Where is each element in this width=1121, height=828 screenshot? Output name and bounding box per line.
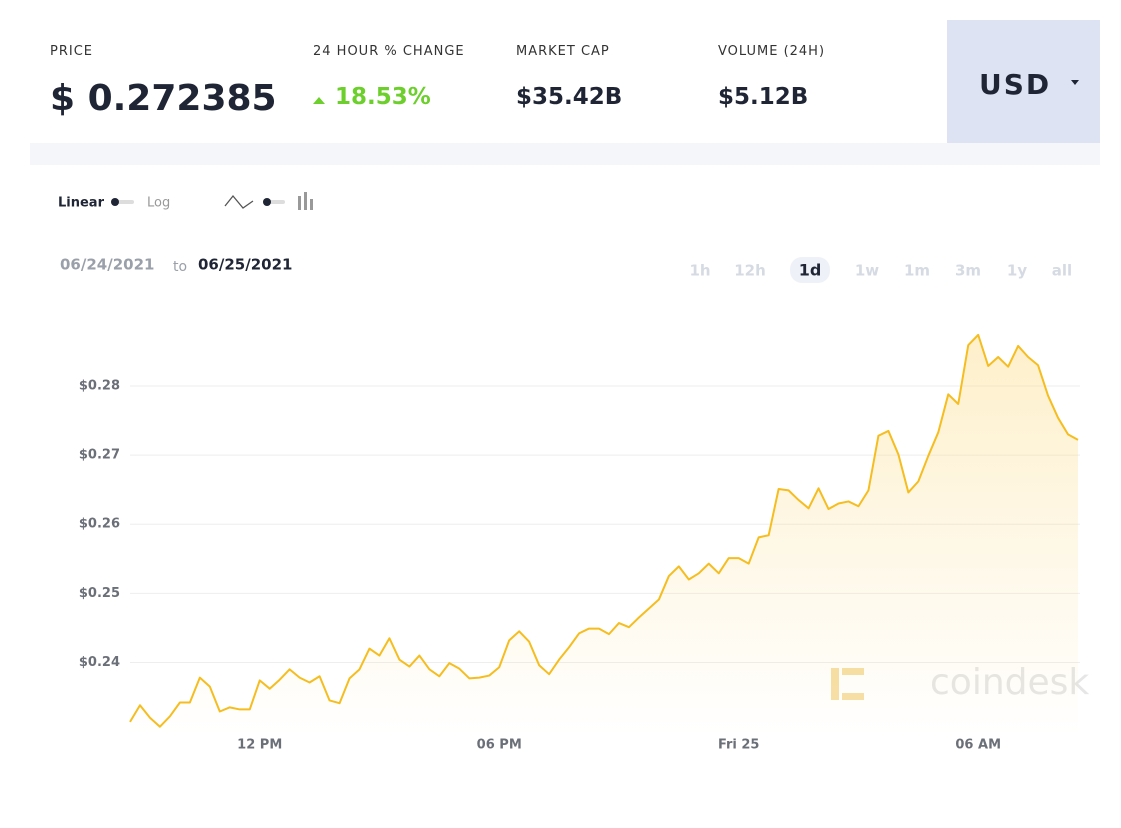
range-active-bg bbox=[790, 257, 830, 283]
y-tick-label: $0.24 bbox=[79, 655, 120, 670]
change: 18.53% bbox=[335, 84, 431, 110]
x-tick-label: 12 PM bbox=[237, 738, 282, 753]
y-tick-label: $0.26 bbox=[79, 517, 120, 532]
range-button[interactable]: 3m bbox=[955, 262, 981, 280]
market-cap-label: MARKET CAP bbox=[516, 44, 610, 59]
date-to[interactable]: 06/25/2021 bbox=[198, 256, 292, 274]
range-button[interactable]: 1d bbox=[799, 261, 822, 280]
volume-label: VOLUME (24H) bbox=[718, 44, 826, 59]
range-button[interactable]: all bbox=[1052, 262, 1072, 280]
range-button[interactable]: 1h bbox=[689, 262, 710, 280]
area bbox=[130, 334, 1078, 735]
range-button[interactable]: 1w bbox=[855, 262, 879, 280]
x-tick-label: Fri 25 bbox=[718, 738, 760, 753]
caret bbox=[1071, 80, 1079, 85]
toggle-knob bbox=[111, 198, 119, 206]
range-button[interactable]: 12h bbox=[734, 262, 766, 280]
up-arrow bbox=[313, 97, 325, 104]
y-tick-label: $0.27 bbox=[79, 448, 120, 463]
x-tick-label: 06 AM bbox=[955, 738, 1001, 753]
scale-log[interactable]: Log bbox=[147, 196, 170, 211]
date-sep: to bbox=[173, 259, 187, 275]
currency[interactable]: USD bbox=[979, 68, 1052, 101]
x-tick-label: 06 PM bbox=[477, 738, 522, 753]
widget: PRICE $ 0.272385 24 HOUR % CHANGE 18.53%… bbox=[30, 20, 1100, 765]
volume: $5.12B bbox=[718, 84, 809, 110]
change-label: 24 HOUR % CHANGE bbox=[313, 44, 465, 59]
y-tick-label: $0.25 bbox=[79, 586, 120, 601]
scale-linear[interactable]: Linear bbox=[58, 196, 105, 211]
price-label: PRICE bbox=[50, 44, 93, 59]
price: $ 0.272385 bbox=[50, 78, 277, 119]
line-icon[interactable] bbox=[224, 194, 254, 209]
y-tick-label: $0.28 bbox=[79, 379, 120, 394]
range-button[interactable]: 1m bbox=[904, 262, 930, 280]
header: PRICE $ 0.272385 24 HOUR % CHANGE 18.53%… bbox=[30, 20, 947, 143]
market-cap: $35.42B bbox=[516, 84, 623, 110]
currency-selector[interactable]: USD bbox=[947, 20, 1100, 143]
range-button[interactable]: 1y bbox=[1007, 262, 1027, 280]
toggle-knob bbox=[263, 198, 271, 206]
price-line bbox=[129, 333, 1079, 728]
candle-icon[interactable] bbox=[298, 192, 313, 210]
date-from[interactable]: 06/24/2021 bbox=[60, 256, 154, 274]
